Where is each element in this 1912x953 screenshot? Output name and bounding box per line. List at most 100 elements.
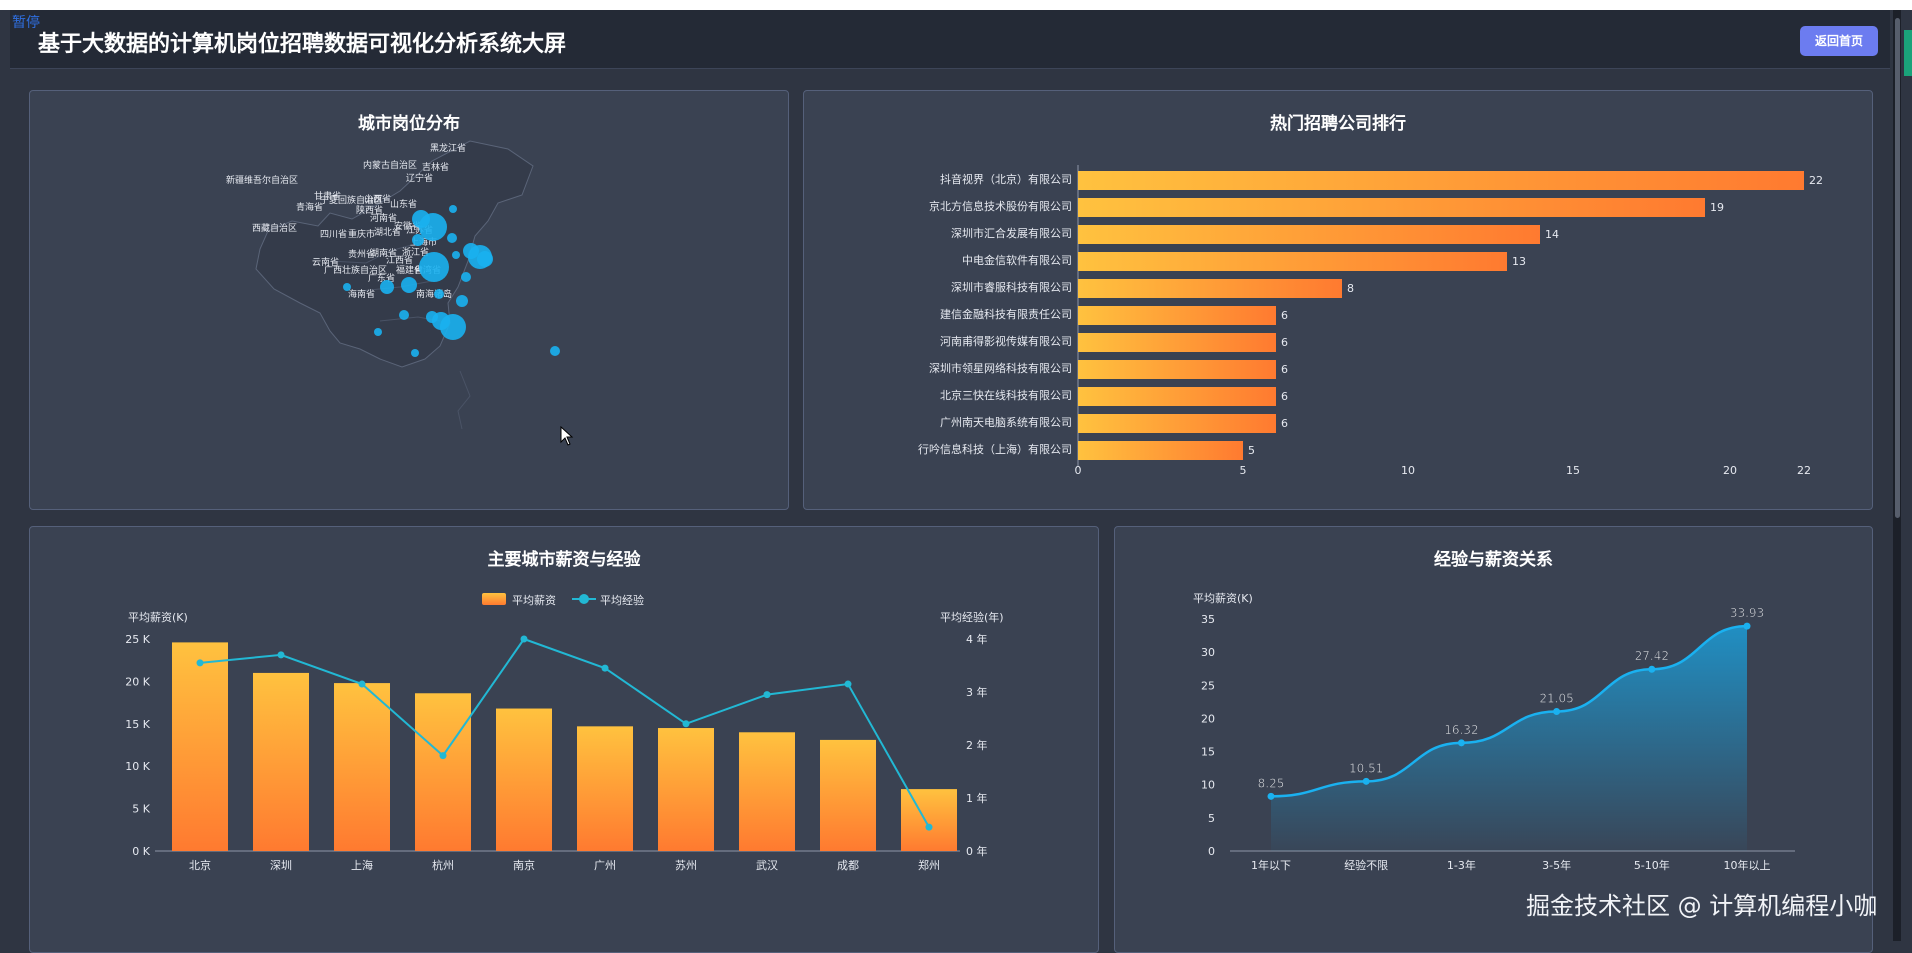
city-label: 上海	[351, 858, 373, 872]
map-label-6: 宁夏回族自治区	[320, 194, 383, 206]
experience-point	[682, 720, 690, 728]
salary-point	[1743, 622, 1751, 630]
city-salary-bar	[415, 693, 471, 851]
home-button[interactable]: 返回首页	[1800, 26, 1878, 56]
company-bar	[1078, 360, 1276, 379]
map-city-dot[interactable]	[452, 251, 460, 259]
map-city-dot[interactable]	[419, 252, 449, 282]
experience-point	[844, 680, 852, 688]
salary-area	[1271, 626, 1747, 851]
city-salary-bar	[901, 789, 957, 851]
map-city-dot[interactable]	[449, 205, 457, 213]
experience-label: 10年以上	[1724, 858, 1771, 872]
city-label: 杭州	[432, 858, 454, 872]
company-value: 5	[1248, 444, 1255, 457]
map-label-24: 广西壮族自治区	[324, 264, 387, 276]
map-city-dot[interactable]	[456, 295, 468, 307]
dashboard-header: 基于大数据的计算机岗位招聘数据可视化分析系统大屏 返回首页	[10, 10, 1890, 69]
experience-label: 5-10年	[1634, 858, 1670, 872]
map-city-dot[interactable]	[463, 243, 479, 259]
company-value: 13	[1512, 255, 1526, 268]
company-bar	[1078, 171, 1804, 190]
experience-point	[277, 651, 285, 659]
city-salary-bar	[253, 672, 309, 851]
map-city-dot[interactable]	[380, 280, 394, 294]
map-city-dot[interactable]	[477, 251, 493, 267]
map-city-dot[interactable]	[411, 349, 419, 357]
city-label: 北京	[189, 858, 211, 872]
salary-point	[1267, 792, 1275, 800]
y-tick-label: 30	[1201, 646, 1215, 659]
y-tick-label: 5	[1208, 812, 1215, 825]
map-label-3: 辽宁省	[406, 172, 433, 184]
company-label: 京北方信息技术股份有限公司	[929, 199, 1072, 213]
scrollbar-thumb[interactable]	[1895, 18, 1900, 518]
company-label: 北京三快在线科技有限公司	[940, 388, 1072, 402]
legend-salary-swatch	[482, 593, 506, 605]
company-label: 中电金信软件有限公司	[962, 253, 1072, 267]
map-label-2: 内蒙古自治区	[363, 159, 417, 171]
map-city-dot[interactable]	[412, 234, 424, 246]
map-label-20: 湖南省	[370, 247, 397, 259]
city-label: 武汉	[756, 859, 778, 872]
company-bar	[1078, 441, 1243, 460]
company-value: 6	[1281, 363, 1288, 376]
company-bar-chart: 抖音视界（北京）有限公司 22 京北方信息技术股份有限公司 19 深圳市汇合发展有限公司…	[918, 165, 1823, 477]
city-label: 广州	[594, 859, 616, 872]
city-salary-bar	[577, 726, 633, 851]
map-city-dot[interactable]	[426, 311, 438, 323]
experience-label: 1年以下	[1251, 858, 1291, 872]
experience-point	[763, 691, 771, 699]
map-label-22: 江西省	[386, 254, 413, 266]
y-tick-label: 15	[1201, 746, 1215, 759]
legend-exp-label: 平均经验	[600, 593, 644, 607]
city-label: 苏州	[675, 859, 697, 872]
city-salary-bar	[496, 708, 552, 851]
y-tick-label: 10	[1201, 779, 1215, 792]
y-right-tick-label: 0 年	[966, 844, 988, 858]
map-city-dot[interactable]	[447, 233, 457, 243]
city-label: 郑州	[918, 858, 940, 872]
companies-panel-title: 热门招聘公司排行	[1270, 114, 1406, 134]
x-tick-label: 10	[1401, 464, 1415, 477]
experience-point	[520, 635, 528, 643]
salary-value-label: 8.25	[1258, 776, 1285, 790]
y-tick-label: 15 K	[125, 718, 150, 731]
salary-value-label: 27.42	[1635, 649, 1669, 663]
map-city-dot[interactable]	[401, 277, 417, 293]
company-value: 6	[1281, 417, 1288, 430]
map-label-5: 甘肃省	[314, 190, 341, 202]
x-tick-label: 5	[1240, 464, 1247, 477]
salary-point	[1457, 739, 1465, 747]
city-salary-bar	[658, 728, 714, 851]
map-label-11: 河南省	[370, 212, 397, 224]
exp-salary-panel: 经验与薪资关系 平均薪资(K) 0 5 10 15 20 25 30 35 8.25 10.51 16…	[1114, 526, 1873, 953]
map-city-dot[interactable]	[399, 310, 409, 320]
map-label-1: 吉林省	[422, 161, 449, 173]
map-city-dot[interactable]	[550, 346, 560, 356]
y-tick-label: 25 K	[125, 633, 150, 646]
map-city-dot[interactable]	[343, 283, 351, 291]
company-label: 河南甫得影视传媒有限公司	[940, 334, 1072, 348]
legend-exp-dot	[579, 594, 589, 604]
page-title: 基于大数据的计算机岗位招聘数据可视化分析系统大屏	[38, 32, 567, 57]
y-right-tick-label: 1 年	[966, 791, 988, 805]
y-axis-title: 平均薪资(K)	[128, 611, 188, 624]
y-axis-title: 平均薪资(K)	[1193, 592, 1253, 605]
map-city-dot[interactable]	[412, 210, 430, 228]
map-city-dot[interactable]	[434, 289, 444, 299]
map-panel: 城市岗位分布 黑龙江省 吉林省 内蒙古自治区 辽宁省 新疆维吾尔自治区 甘肃省 宁夏回族自治…	[29, 90, 789, 510]
map-city-dot[interactable]	[461, 272, 471, 282]
y-tick-label: 5 K	[132, 803, 150, 816]
map-city-dot[interactable]	[374, 328, 382, 336]
map-label-15: 湖北省	[374, 226, 401, 238]
salary-point	[1553, 707, 1561, 715]
map-label-10: 陕西省	[356, 204, 383, 216]
experience-point	[601, 664, 609, 672]
y-tick-label: 0	[1208, 845, 1215, 858]
map-label-26: 福建省	[396, 264, 423, 276]
salary-line	[1270, 624, 1748, 798]
experience-point	[925, 823, 933, 831]
edge-accent	[1904, 30, 1912, 76]
